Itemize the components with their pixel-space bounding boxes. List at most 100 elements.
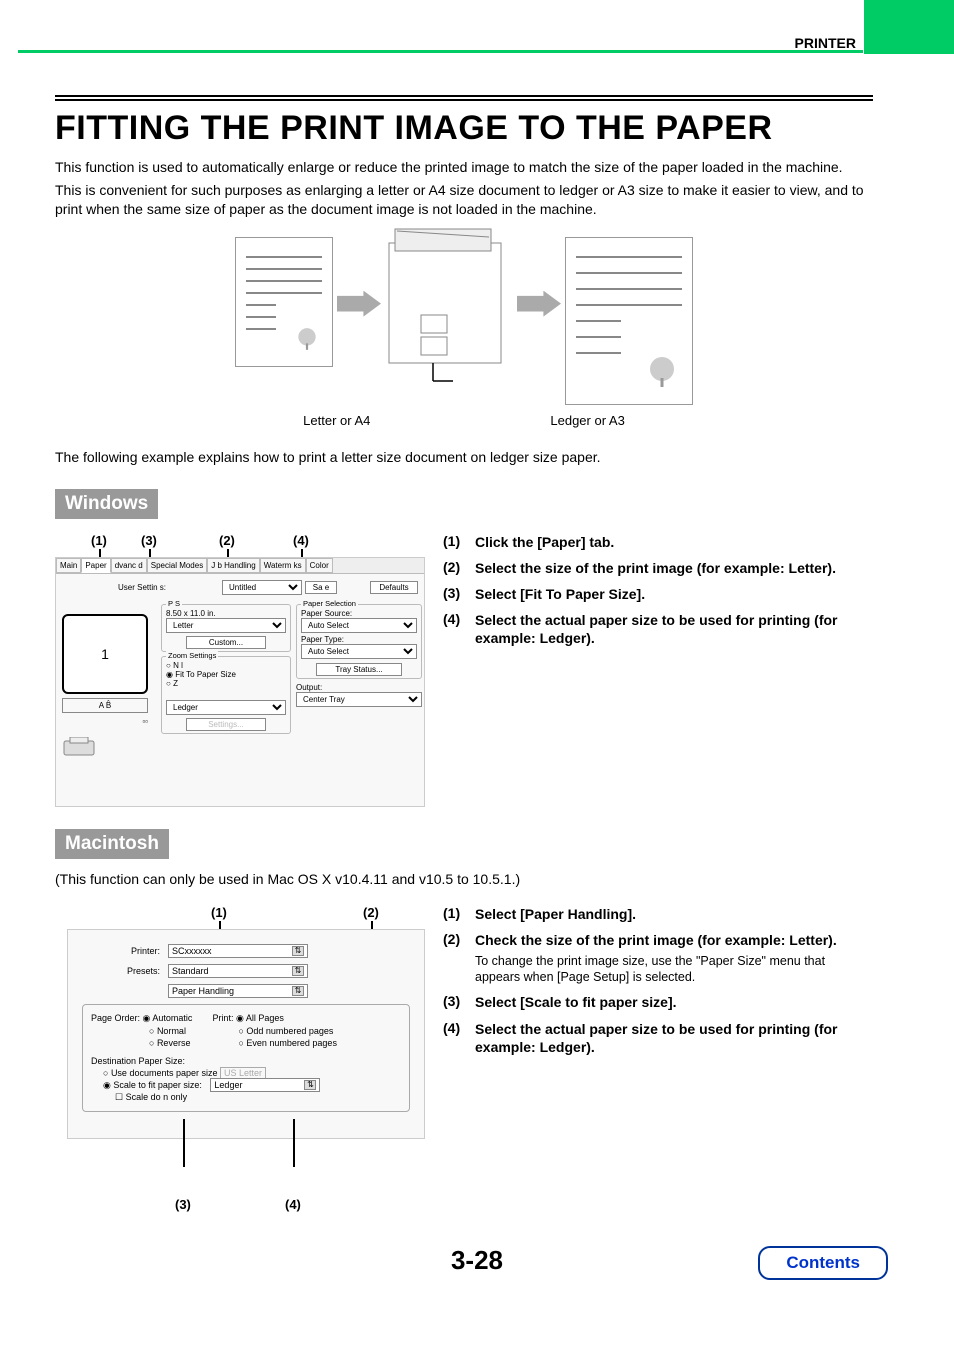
callout-line — [183, 1119, 185, 1167]
intro-para-2: This is convenient for such purposes as … — [55, 181, 873, 219]
callout-2: (2) — [219, 533, 235, 548]
label-large: Ledger or A3 — [550, 413, 624, 428]
step-text: Click the [Paper] tab. — [475, 533, 614, 551]
step-text: Select the actual paper size to be used … — [475, 1020, 873, 1056]
mac-header: Macintosh — [55, 829, 169, 859]
paper-size-label: P S — [166, 599, 182, 608]
contents-link[interactable]: Contents — [758, 1246, 888, 1280]
po-reverse-radio[interactable]: ○ Reverse — [149, 1038, 190, 1048]
save-button[interactable]: Sa e — [305, 581, 337, 594]
windows-steps: (1)Click the [Paper] tab. (2)Select the … — [443, 533, 873, 807]
printer-mini-icon — [62, 737, 148, 759]
print-odd-radio[interactable]: ○ Odd numbered pages — [238, 1026, 333, 1036]
label-small: Letter or A4 — [303, 413, 370, 428]
header-green-rule — [18, 50, 863, 53]
step-num: (2) — [443, 559, 475, 577]
dest-size-label: Destination Paper Size: — [91, 1056, 401, 1066]
doc-small-wrap — [235, 237, 333, 367]
step-text: Select the size of the print image (for … — [475, 559, 836, 577]
mac-callout-4: (4) — [285, 1197, 301, 1212]
ab-indicator: A B̂ — [62, 698, 148, 713]
paper-source-select[interactable]: Auto Select — [301, 618, 417, 633]
example-intro: The following example explains how to pr… — [55, 448, 873, 467]
page-title: FITTING THE PRINT IMAGE TO THE PAPER — [55, 109, 873, 148]
scale-dest-select[interactable]: Ledger⇅ — [210, 1078, 320, 1092]
intro-para-1: This function is used to automatically e… — [55, 158, 873, 177]
diagram-labels: Letter or A4 Ledger or A3 — [55, 413, 873, 428]
paper-type-label: Paper Type: — [301, 635, 417, 644]
preview-box: 1 — [62, 614, 148, 694]
output-size-select[interactable]: Ledger — [166, 700, 286, 715]
win-tabs: Main Paper dvanc d Special Modes J b Han… — [56, 558, 424, 574]
win-preview: 1 A B̂ ▫▫ — [62, 614, 148, 759]
callout-1: (1) — [91, 533, 107, 548]
paper-size-group: P S 8.50 x 11.0 in. Letter Custom... — [161, 604, 291, 652]
tab-special[interactable]: Special Modes — [147, 558, 207, 573]
step-num: (1) — [443, 533, 475, 551]
arrow-icon — [337, 291, 381, 317]
printer-select[interactable]: SCxxxxxx⇅ — [168, 944, 308, 958]
large-doc-icon — [565, 237, 693, 405]
zoom-group: Zoom Settings ○ N l ◉ Fit To Paper Size … — [161, 656, 291, 734]
output-label: Output: — [296, 683, 422, 692]
mac-callout-3: (3) — [175, 1197, 191, 1212]
callout-4: (4) — [293, 533, 309, 548]
mac-screenshot: Printer: SCxxxxxx⇅ Presets: Standard⇅ Pa… — [67, 929, 425, 1139]
paper-size-value: 8.50 x 11.0 in. — [166, 609, 286, 618]
step-text: Select [Fit To Paper Size]. — [475, 585, 645, 603]
print-all-radio[interactable]: ◉ All Pages — [236, 1013, 284, 1023]
step-num: (4) — [443, 1020, 475, 1056]
step-text: Select [Paper Handling]. — [475, 905, 636, 923]
arrow-icon — [517, 291, 561, 317]
paper-size-select[interactable]: Letter — [166, 618, 286, 633]
paper-type-select[interactable]: Auto Select — [301, 644, 417, 659]
header-green-block — [864, 0, 954, 54]
tree-icon — [644, 354, 680, 390]
step-num: (4) — [443, 611, 475, 647]
presets-select[interactable]: Standard⇅ — [168, 964, 308, 978]
step-text: Check the size of the print image (for e… — [475, 932, 837, 948]
settings-button[interactable]: Settings... — [186, 718, 266, 731]
step-num: (3) — [443, 993, 475, 1011]
paper-selection-label: Paper Selection — [301, 599, 358, 608]
tab-paper[interactable]: Paper — [81, 558, 110, 573]
po-auto-radio[interactable]: ◉ Automatic — [143, 1013, 193, 1023]
tab-advanced[interactable]: dvanc d — [111, 558, 147, 573]
tab-main[interactable]: Main — [56, 558, 81, 573]
scale-fit-radio[interactable]: ◉ Scale to fit paper size: — [103, 1080, 202, 1090]
printer-label: Printer: — [82, 946, 168, 956]
tab-color[interactable]: Color — [306, 558, 333, 573]
printer-icon — [385, 225, 513, 383]
user-settings-select[interactable]: Untitled — [222, 580, 302, 595]
tree-icon — [294, 326, 320, 352]
scale-down-check[interactable]: ☐ Scale do n only — [115, 1092, 187, 1102]
page-order-label: Page Order: — [91, 1013, 140, 1023]
step-note: To change the print image size, use the … — [475, 953, 873, 986]
presets-label: Presets: — [82, 966, 168, 976]
custom-button[interactable]: Custom... — [186, 636, 266, 649]
zoom-normal-radio[interactable]: ○ N l — [166, 661, 183, 670]
step-text: Select the actual paper size to be used … — [475, 611, 873, 647]
tab-job[interactable]: J b Handling — [207, 558, 259, 573]
windows-screenshot: Main Paper dvanc d Special Modes J b Han… — [55, 557, 425, 807]
orientation-icon: ▫▫ — [62, 717, 148, 737]
diagram-row — [55, 237, 873, 405]
small-doc-icon — [235, 237, 333, 367]
po-normal-radio[interactable]: ○ Normal — [149, 1026, 186, 1036]
print-even-radio[interactable]: ○ Even numbered pages — [238, 1038, 337, 1048]
tab-watermarks[interactable]: Waterm ks — [260, 558, 306, 573]
zoom-zoom-radio[interactable]: ○ Z — [166, 679, 178, 688]
step-num: (2) — [443, 931, 475, 986]
defaults-button[interactable]: Defaults — [370, 581, 418, 594]
mac-note: (This function can only be used in Mac O… — [55, 871, 873, 887]
output-tray-select[interactable]: Center Tray — [296, 692, 422, 707]
paper-selection-group: Paper Selection Paper Source: Auto Selec… — [296, 604, 422, 679]
zoom-fit-radio[interactable]: ◉ Fit To Paper Size — [166, 670, 236, 679]
menu-select[interactable]: Paper Handling⇅ — [168, 984, 308, 998]
callout-3: (3) — [141, 533, 157, 548]
print-label: Print: — [212, 1013, 233, 1023]
use-doc-radio[interactable]: ○ Use documents paper size — [103, 1068, 218, 1078]
mac-options-box: Page Order: ◉ Automatic ○ Normal ○ Rever… — [82, 1004, 410, 1112]
breadcrumb: PRINTER — [795, 35, 856, 51]
tray-status-button[interactable]: Tray Status... — [316, 663, 402, 676]
